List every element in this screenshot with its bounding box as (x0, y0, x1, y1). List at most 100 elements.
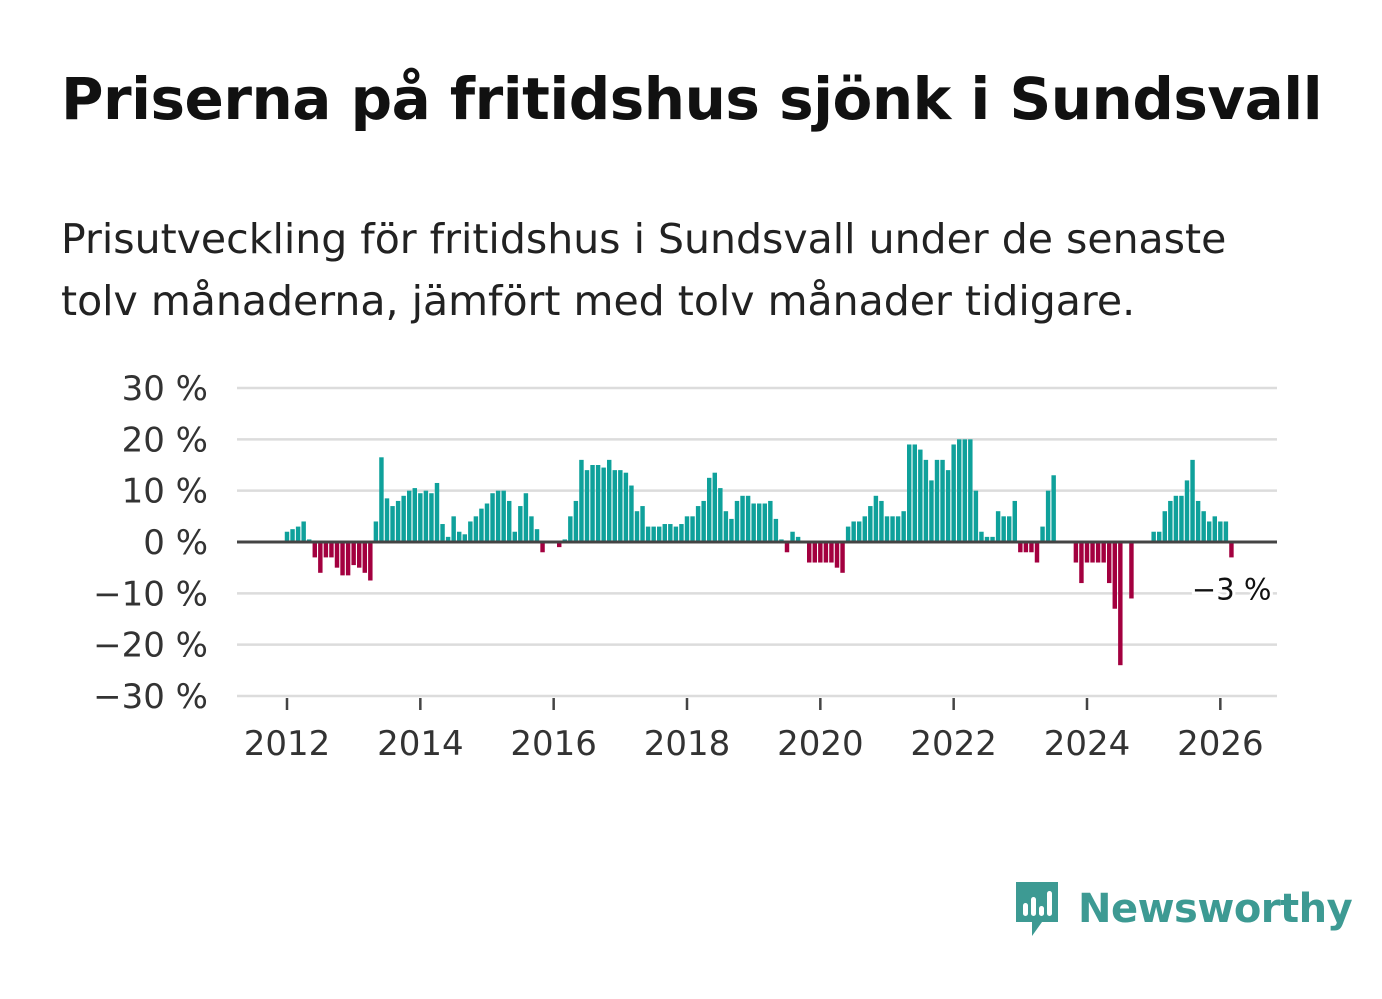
bar (690, 516, 694, 542)
bar (1107, 542, 1111, 583)
bar (585, 470, 589, 542)
x-tick-label: 2024 (1044, 724, 1131, 764)
bar (474, 516, 478, 542)
bar (774, 519, 778, 542)
bar (568, 516, 572, 542)
bar (685, 516, 689, 542)
bar (1157, 532, 1161, 542)
bar (929, 480, 933, 542)
bar (590, 465, 594, 542)
bar (879, 501, 883, 542)
y-tick-label: 30 % (122, 369, 208, 409)
bar (746, 496, 750, 542)
bar (724, 511, 728, 542)
bar (496, 491, 500, 542)
bar (324, 542, 328, 557)
bar (657, 527, 661, 542)
bar (396, 501, 400, 542)
bar (1190, 460, 1194, 542)
bar (807, 542, 811, 563)
bar-chart: 30 % 20 % 10 % 0 % −10 % −20 % −30 % 2012 2014 20… (0, 360, 1382, 780)
bar (1118, 542, 1122, 665)
bar (1079, 542, 1083, 583)
bar (413, 488, 417, 542)
bar (979, 532, 983, 542)
bar (1001, 516, 1005, 542)
bar (663, 524, 667, 542)
bar (640, 506, 644, 542)
bar (607, 460, 611, 542)
bar (407, 491, 411, 542)
bar (529, 516, 533, 542)
bar (785, 542, 789, 552)
bar (601, 468, 605, 542)
bar (1007, 516, 1011, 542)
bar (1218, 521, 1222, 542)
bar (840, 542, 844, 573)
last-value-label: −3 % (1192, 572, 1272, 606)
bar (535, 529, 539, 542)
bar (951, 444, 955, 542)
chart-title: Priserna på fritidshus sjönk i Sundsvall (61, 66, 1322, 133)
bar (351, 542, 355, 565)
bar (1046, 491, 1050, 542)
bar (379, 457, 383, 542)
bar (540, 542, 544, 552)
bar (329, 542, 333, 557)
bar (318, 542, 322, 573)
bar (507, 501, 511, 542)
bar (1196, 501, 1200, 542)
bar (340, 542, 344, 575)
bar (735, 501, 739, 542)
chart-subtitle: Prisutveckling för fritidshus i Sundsval… (61, 208, 1301, 332)
y-tick-label: 20 % (122, 420, 208, 460)
bar (1051, 475, 1055, 542)
bar (613, 470, 617, 542)
x-tick-label: 2012 (244, 724, 331, 764)
bar (468, 521, 472, 542)
x-tick-label: 2016 (510, 724, 597, 764)
bar (1151, 532, 1155, 542)
bar (1040, 527, 1044, 542)
bar (524, 493, 528, 542)
bar (635, 511, 639, 542)
bar (913, 444, 917, 542)
bar (1179, 496, 1183, 542)
bar (763, 504, 767, 543)
bar (1224, 521, 1228, 542)
bar (740, 496, 744, 542)
bar (829, 542, 833, 563)
bar (401, 496, 405, 542)
bar (285, 532, 289, 542)
bar (790, 532, 794, 542)
bar (857, 521, 861, 542)
bar (1229, 542, 1233, 557)
bar (385, 498, 389, 542)
bar (996, 511, 1000, 542)
y-tick-label: −20 % (93, 626, 208, 666)
bar (1185, 480, 1189, 542)
bar (457, 532, 461, 542)
bar (518, 506, 522, 542)
bar (390, 506, 394, 542)
bar (1085, 542, 1089, 563)
bar (596, 465, 600, 542)
bar (846, 527, 850, 542)
bar (501, 491, 505, 542)
bar (579, 460, 583, 542)
bar (1024, 542, 1028, 552)
x-tick-label: 2022 (910, 724, 997, 764)
bar (1207, 521, 1211, 542)
bar (1096, 542, 1100, 563)
bar (646, 527, 650, 542)
bar (313, 542, 317, 557)
bar (824, 542, 828, 563)
bar (485, 504, 489, 543)
bar (707, 478, 711, 542)
bar (924, 460, 928, 542)
bar (1018, 542, 1022, 552)
y-tick-label: −30 % (93, 677, 208, 717)
bar (435, 483, 439, 542)
bar (651, 527, 655, 542)
bar (751, 504, 755, 543)
